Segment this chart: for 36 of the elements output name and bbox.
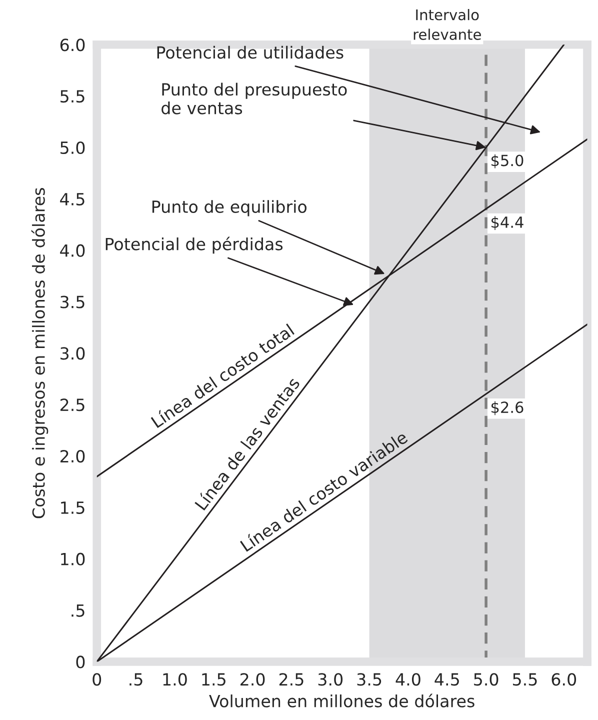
x-tick-label: 5.0 — [474, 673, 498, 686]
y-tick-label: 4.0 — [60, 244, 85, 257]
x-axis-title: Volumen en millones de dólares — [209, 694, 474, 708]
x-tick-label: 2.5 — [279, 673, 304, 686]
x-tick-label: 3.0 — [318, 673, 343, 686]
x-tick-label: 4.0 — [396, 673, 420, 686]
annotation: $5.0 — [491, 154, 524, 168]
x-tick-label: 3.5 — [357, 673, 382, 686]
y-tick-label: 2.5 — [60, 398, 84, 412]
y-tick-label: 0 — [76, 656, 85, 668]
y-tick-label: 4.5 — [60, 193, 84, 206]
y-tick-label: .5 — [72, 604, 84, 617]
x-tick-label: 1.0 — [163, 673, 187, 686]
y-tick-label: 5.0 — [60, 141, 85, 154]
y-tick-label: 1.0 — [61, 552, 85, 566]
x-tick-label: 6.0 — [552, 673, 576, 686]
y-tick-label: 2.0 — [60, 450, 85, 463]
annotation: Punto de equilibrio — [152, 200, 306, 216]
x-tick-label: 2.0 — [240, 673, 265, 686]
x-tick-label: 4.5 — [434, 673, 459, 686]
x-tick-label: 0 — [92, 673, 102, 686]
annotation: $2.6 — [491, 401, 524, 416]
y-axis-title: Costo e ingresos en millones de dólares — [31, 188, 48, 518]
annotation: $4.4 — [491, 216, 524, 230]
y-tick-label: 6.0 — [60, 38, 85, 52]
band-label: Intervalo relevante — [414, 9, 481, 40]
x-tick-label: 5.5 — [513, 673, 537, 686]
annotation: Potencial de utilidades — [157, 46, 344, 59]
y-tick-label: 3.0 — [60, 347, 85, 360]
annotation: Potencial de pérdidas — [106, 236, 283, 254]
annotation: Punto del presupuesto de ventas — [162, 82, 347, 114]
x-tick-label: .5 — [130, 673, 142, 686]
y-tick-label: 1.5 — [61, 502, 84, 514]
y-tick-label: 3.5 — [60, 296, 84, 308]
x-tick-label: 1.5 — [202, 673, 226, 686]
y-tick-label: 5.5 — [60, 90, 84, 103]
